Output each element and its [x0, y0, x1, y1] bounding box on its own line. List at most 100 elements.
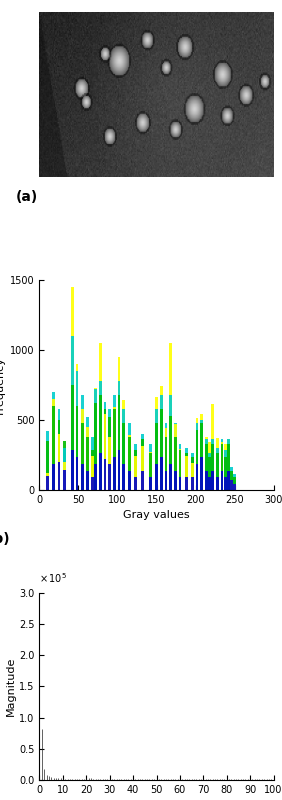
Bar: [191, 477, 194, 490]
Bar: [87, 437, 89, 490]
Bar: [160, 386, 162, 490]
Bar: [160, 409, 162, 490]
Bar: [128, 422, 131, 490]
Bar: [205, 437, 208, 490]
X-axis label: Gray values: Gray values: [123, 510, 190, 520]
Bar: [113, 407, 116, 490]
Bar: [128, 437, 131, 490]
Bar: [87, 471, 89, 490]
Bar: [99, 394, 102, 490]
Bar: [104, 459, 106, 490]
Bar: [174, 437, 177, 490]
Bar: [230, 480, 233, 490]
Bar: [122, 465, 125, 490]
Bar: [169, 415, 172, 490]
Bar: [196, 422, 199, 490]
Bar: [179, 477, 181, 490]
Bar: [76, 370, 78, 490]
Bar: [113, 458, 116, 490]
Bar: [230, 467, 233, 490]
Bar: [149, 477, 152, 490]
Bar: [94, 403, 97, 490]
Bar: [63, 441, 66, 490]
Bar: [160, 458, 162, 490]
Bar: [216, 477, 219, 490]
Bar: [58, 434, 60, 490]
Bar: [52, 392, 55, 490]
Bar: [104, 409, 106, 490]
Bar: [155, 409, 158, 490]
Bar: [94, 387, 97, 490]
Bar: [63, 470, 66, 490]
Bar: [191, 454, 194, 490]
Bar: [233, 484, 236, 490]
Bar: [141, 471, 144, 490]
Bar: [108, 437, 111, 490]
Bar: [108, 417, 111, 490]
Bar: [233, 477, 236, 490]
Bar: [227, 471, 230, 490]
Bar: [149, 452, 152, 490]
Bar: [128, 435, 131, 490]
Bar: [201, 414, 203, 490]
Y-axis label: Frequency: Frequency: [0, 356, 5, 414]
Bar: [211, 443, 214, 490]
Bar: [227, 439, 230, 490]
Bar: [211, 404, 214, 490]
Bar: [169, 343, 172, 490]
Bar: [221, 439, 223, 490]
Bar: [76, 458, 78, 490]
Bar: [81, 394, 84, 490]
Bar: [99, 343, 102, 490]
Bar: [108, 409, 111, 490]
Bar: [224, 477, 226, 490]
Bar: [58, 420, 60, 490]
Bar: [141, 439, 144, 490]
Bar: [185, 456, 188, 490]
Bar: [196, 418, 199, 490]
Bar: [118, 357, 120, 490]
Bar: [191, 463, 194, 490]
Bar: [155, 422, 158, 490]
Bar: [174, 424, 177, 490]
Bar: [179, 450, 181, 490]
Bar: [164, 471, 167, 490]
Bar: [149, 443, 152, 490]
Bar: [233, 484, 236, 490]
Bar: [81, 409, 84, 490]
Bar: [149, 454, 152, 490]
Bar: [46, 441, 49, 490]
Bar: [230, 480, 233, 490]
Bar: [208, 477, 211, 490]
Bar: [224, 443, 226, 490]
Bar: [122, 409, 125, 490]
Bar: [134, 456, 137, 490]
Bar: [205, 443, 208, 490]
Bar: [141, 446, 144, 490]
Bar: [118, 450, 120, 490]
Bar: [87, 426, 89, 490]
Bar: [201, 458, 203, 490]
Bar: [113, 409, 116, 490]
Bar: [169, 465, 172, 490]
Bar: [122, 422, 125, 490]
Bar: [52, 398, 55, 490]
Bar: [208, 458, 211, 490]
Text: (a): (a): [16, 190, 38, 204]
Bar: [63, 448, 66, 490]
Bar: [91, 450, 94, 490]
Bar: [128, 471, 131, 490]
Bar: [118, 394, 120, 490]
Bar: [216, 438, 219, 490]
Bar: [211, 439, 214, 490]
Bar: [174, 422, 177, 490]
Bar: [91, 437, 94, 490]
Bar: [179, 449, 181, 490]
Bar: [104, 414, 106, 490]
Bar: [174, 471, 177, 490]
Bar: [58, 409, 60, 490]
Bar: [91, 477, 94, 490]
Bar: [227, 443, 230, 490]
Bar: [164, 437, 167, 490]
Bar: [71, 336, 74, 490]
